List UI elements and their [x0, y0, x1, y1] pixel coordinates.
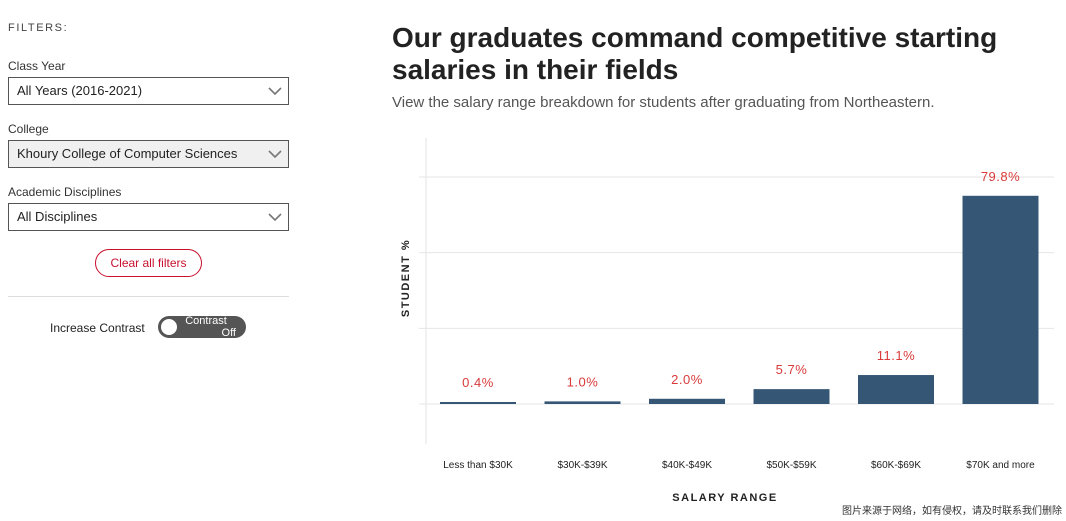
bar-0[interactable] — [440, 402, 516, 404]
clear-filters-wrap: Clear all filters — [8, 249, 289, 277]
salary-chart: 0.4% 1.0% 2.0% 5.7% 11.1% 79.8% Less than $30… — [392, 130, 1062, 515]
x-tick-label-5: $70K and more — [966, 460, 1035, 471]
increase-contrast-label: Increase Contrast — [50, 321, 145, 335]
disciplines-value: All Disciplines — [17, 209, 98, 224]
x-tick-label-4: $60K-$69K — [871, 460, 921, 471]
bar-5[interactable] — [962, 195, 1039, 404]
class-year-filter: Class Year All Years (2016-2021) — [8, 59, 289, 105]
x-tick-label-1: $30K-$39K — [557, 460, 607, 471]
filters-heading: FILTERS: — [8, 22, 69, 34]
bar-2[interactable] — [649, 398, 725, 404]
disciplines-filter: Academic Disciplines All Disciplines — [8, 185, 289, 231]
data-label-3: 5.7% — [776, 362, 808, 377]
page-title: Our graduates command competitive starti… — [392, 22, 998, 85]
watermark: 图片来源于网络，如有侵权，请及时联系我们删除 — [842, 506, 1062, 517]
toggle-text-line1: Contrast — [185, 315, 227, 327]
disciplines-select[interactable]: All Disciplines — [8, 203, 289, 231]
bar-3[interactable] — [753, 389, 830, 404]
class-year-select[interactable]: All Years (2016-2021) — [8, 77, 289, 105]
data-label-1: 1.0% — [567, 374, 599, 389]
page-subtitle: View the salary range breakdown for stud… — [392, 94, 935, 111]
divider — [8, 296, 289, 297]
toggle-text-line2: Off — [221, 327, 236, 339]
x-axis-label: SALARY RANGE — [672, 492, 777, 504]
chevron-down-icon — [268, 204, 282, 230]
contrast-row: Increase Contrast Contrast Off — [8, 315, 289, 346]
data-label-5: 79.8% — [981, 169, 1020, 184]
class-year-value: All Years (2016-2021) — [17, 83, 143, 98]
college-label: College — [8, 122, 49, 136]
college-select[interactable]: Khoury College of Computer Sciences — [8, 140, 289, 168]
x-tick-label-3: $50K-$59K — [766, 460, 816, 471]
contrast-toggle[interactable]: Contrast Off — [158, 315, 246, 339]
bar-4[interactable] — [858, 375, 934, 404]
disciplines-label: Academic Disciplines — [8, 185, 122, 199]
college-value: Khoury College of Computer Sciences — [17, 146, 238, 161]
x-tick-label-0: Less than $30K — [443, 460, 513, 471]
data-label-4: 11.1% — [877, 348, 915, 363]
data-label-2: 2.0% — [671, 372, 703, 387]
data-label-0: 0.4% — [462, 375, 494, 390]
clear-filters-button[interactable]: Clear all filters — [95, 249, 202, 277]
y-axis-label: STUDENT % — [400, 239, 412, 317]
college-filter: College Khoury College of Computer Scien… — [8, 122, 289, 168]
chevron-down-icon — [268, 141, 282, 167]
toggle-knob — [161, 319, 177, 335]
bar-1[interactable] — [544, 401, 621, 404]
salary-bar-chart: 0.4% 1.0% 2.0% 5.7% 11.1% 79.8% Less than $30… — [400, 138, 1054, 504]
class-year-label: Class Year — [8, 59, 66, 73]
toggle-text: Contrast Off — [176, 315, 236, 339]
x-tick-label-2: $40K-$49K — [662, 460, 712, 471]
filters-sidebar: FILTERS: Class Year All Years (2016-2021… — [8, 22, 289, 346]
chevron-down-icon — [268, 78, 282, 104]
